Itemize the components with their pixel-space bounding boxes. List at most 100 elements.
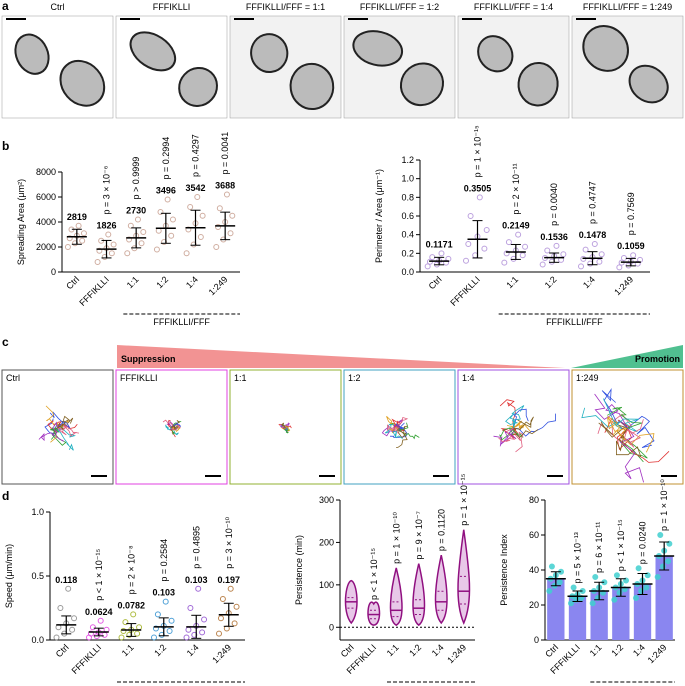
x-tick-label: 1:249	[445, 642, 468, 665]
trajectory	[512, 408, 529, 429]
bar	[568, 596, 587, 640]
data-point	[515, 231, 522, 238]
data-point	[154, 611, 161, 618]
promotion-wedge	[571, 345, 683, 368]
y-tick-label: 0.0	[31, 635, 44, 645]
image-label: FFFIKLLI/FFF = 1:1	[246, 2, 325, 12]
x-tick-label: 1:1	[120, 642, 136, 658]
trajectory	[387, 424, 400, 434]
p-value: p = 0.2584	[159, 539, 169, 582]
y-tick-label: 40	[529, 565, 539, 575]
y-tick-label: 0	[534, 635, 539, 645]
data-point	[467, 213, 474, 219]
y-tick-label: 1.0	[401, 174, 414, 184]
cell	[129, 31, 177, 72]
trajectory	[499, 427, 519, 441]
mean-label: 0.2149	[502, 221, 530, 231]
mean-label: 0.1171	[426, 239, 453, 249]
data-point	[522, 243, 529, 250]
data-point	[501, 259, 508, 266]
mean-label: 0.1478	[579, 230, 607, 240]
image-label: FFFIKLLI/FFF = 1:249	[583, 2, 672, 12]
data-point	[215, 224, 222, 230]
data-point	[118, 634, 125, 641]
p-value: p = 0.0041	[220, 132, 230, 175]
x-tick-label: 1:4	[184, 274, 200, 290]
data-point	[166, 628, 173, 635]
data-point	[168, 232, 175, 239]
cell	[628, 64, 669, 104]
violin	[457, 529, 471, 625]
y-tick-label: 4000	[36, 217, 56, 227]
data-point	[635, 565, 642, 572]
x-tick-label: Ctrl	[64, 274, 81, 291]
trajectory	[280, 422, 286, 429]
cell	[477, 35, 514, 73]
data-point	[183, 634, 190, 641]
data-point	[97, 617, 104, 624]
y-tick-label: 0	[51, 267, 56, 277]
violin	[367, 601, 381, 626]
mean-label: 0.103	[152, 588, 175, 598]
data-point	[195, 585, 202, 592]
data-point	[217, 615, 224, 622]
data-point	[120, 628, 127, 635]
x-tick-label: 1:2	[154, 274, 170, 290]
mean-label: 0.197	[217, 575, 240, 585]
cell-image	[343, 15, 456, 119]
p-value: p = 0.4895	[191, 526, 201, 569]
cell	[14, 33, 50, 75]
data-point	[476, 194, 483, 201]
p-value: p = 6 × 10⁻¹¹	[594, 522, 604, 573]
data-point	[553, 242, 560, 249]
data-point	[598, 251, 605, 258]
trajectory	[171, 424, 181, 431]
x-tick-label: 1:249	[612, 274, 635, 297]
p-value: p = 0.7569	[626, 192, 636, 235]
trajectory	[594, 393, 628, 429]
mean-label: 1826	[96, 221, 116, 231]
group-label: FFFIKLLI/FFF	[153, 317, 210, 327]
x-tick-label: 1:1	[385, 642, 401, 658]
trajectory	[624, 419, 644, 448]
cell	[517, 61, 559, 107]
data-point	[187, 605, 194, 611]
data-point	[101, 631, 108, 638]
x-tick-label: 1:249	[207, 274, 230, 297]
p-value: p = 3 × 10⁻⁶	[102, 165, 112, 214]
data-point	[544, 247, 551, 254]
x-tick-label: 1:1	[125, 274, 141, 290]
data-point	[69, 626, 76, 633]
trajectory	[57, 427, 74, 451]
trajectory	[508, 427, 524, 438]
data-point	[216, 205, 223, 212]
trajectory	[381, 424, 400, 437]
panel-label: b	[2, 139, 9, 153]
p-value: p = 0.1120	[436, 509, 446, 551]
y-tick-label: 6000	[36, 192, 56, 202]
p-value: p = 0.4747	[588, 181, 598, 224]
data-point	[127, 222, 134, 229]
box-label: 1:1	[234, 373, 247, 383]
y-tick-label: 1.0	[31, 507, 44, 517]
mean-label: 2730	[126, 206, 146, 216]
group-label: FFFIKLLI/FFF	[546, 317, 603, 327]
data-point	[582, 246, 589, 253]
y-tick-label: 80	[529, 495, 539, 505]
data-point	[194, 194, 201, 200]
data-point	[633, 595, 639, 601]
x-tick-label: FFFIKLLI	[70, 642, 104, 676]
mean-label: 0.3505	[464, 183, 492, 193]
cell	[178, 66, 218, 107]
data-point	[231, 620, 238, 627]
data-point	[505, 239, 512, 246]
y-tick-label: 0.4	[401, 230, 414, 240]
data-point	[592, 574, 599, 580]
data-point	[130, 611, 137, 618]
data-point	[197, 234, 204, 240]
x-tick-label: 1:2	[407, 642, 423, 658]
trajectory	[513, 416, 534, 430]
data-point	[654, 574, 661, 580]
data-point	[213, 244, 220, 250]
trajectory	[513, 427, 524, 453]
